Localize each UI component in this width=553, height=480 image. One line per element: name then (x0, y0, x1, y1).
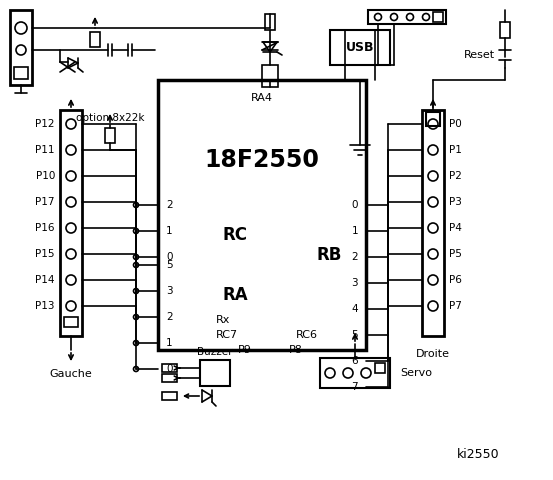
Bar (162, 392, 177, 400)
Text: P7: P7 (449, 301, 462, 311)
Bar (158, 80, 366, 350)
Bar (320, 358, 390, 388)
Bar (10, 10, 32, 85)
Text: P1: P1 (449, 145, 462, 155)
Bar (500, 22, 510, 38)
Text: 5: 5 (166, 260, 173, 270)
Text: 0: 0 (166, 364, 173, 374)
Bar (375, 363, 385, 373)
Text: P2: P2 (449, 171, 462, 181)
Bar (200, 360, 230, 386)
Bar (90, 32, 100, 47)
Text: 0: 0 (352, 200, 358, 210)
Text: P17: P17 (35, 197, 55, 207)
Text: 2: 2 (166, 312, 173, 322)
Text: 18F2550: 18F2550 (205, 148, 320, 172)
Text: 0: 0 (166, 252, 173, 262)
Text: 5: 5 (351, 330, 358, 340)
Text: Reset: Reset (464, 50, 495, 60)
Text: P14: P14 (35, 275, 55, 285)
Text: P6: P6 (449, 275, 462, 285)
Text: Droite: Droite (416, 349, 450, 359)
Text: option 8x22k: option 8x22k (76, 113, 144, 123)
Bar (105, 128, 115, 143)
Bar (14, 67, 28, 79)
Text: 6: 6 (351, 356, 358, 366)
Text: 1: 1 (166, 338, 173, 348)
Bar (368, 10, 446, 24)
Bar (433, 12, 443, 22)
Text: P15: P15 (35, 249, 55, 259)
Text: RC: RC (223, 226, 248, 244)
Text: 2: 2 (166, 200, 173, 210)
Text: P4: P4 (449, 223, 462, 233)
Bar (265, 14, 275, 30)
Text: P5: P5 (449, 249, 462, 259)
Text: Servo: Servo (400, 368, 432, 378)
Bar (162, 364, 177, 372)
Text: P16: P16 (35, 223, 55, 233)
Bar (330, 30, 390, 65)
Text: 3: 3 (351, 278, 358, 288)
Text: ki2550: ki2550 (457, 448, 500, 461)
Bar (60, 110, 82, 336)
Bar (262, 65, 278, 87)
Text: RA: RA (223, 286, 249, 304)
Text: P0: P0 (449, 119, 462, 129)
Bar (422, 110, 444, 336)
Text: P11: P11 (35, 145, 55, 155)
Text: P12: P12 (35, 119, 55, 129)
Text: USB: USB (346, 41, 374, 54)
Text: P8: P8 (289, 345, 303, 355)
Text: RB: RB (316, 246, 341, 264)
Bar (426, 112, 440, 126)
Text: Buzzer: Buzzer (197, 347, 233, 357)
Text: Gauche: Gauche (50, 369, 92, 379)
Text: RC7: RC7 (216, 330, 238, 340)
Bar (64, 317, 78, 327)
Text: 1: 1 (351, 226, 358, 236)
Text: RC6: RC6 (296, 330, 318, 340)
Text: 7: 7 (351, 382, 358, 392)
Text: P10: P10 (35, 171, 55, 181)
Text: Rx: Rx (216, 315, 231, 325)
Text: P13: P13 (35, 301, 55, 311)
Text: P3: P3 (449, 197, 462, 207)
Text: RA4: RA4 (251, 93, 273, 103)
Text: 2: 2 (351, 252, 358, 262)
Bar (162, 374, 177, 382)
Text: 1: 1 (166, 226, 173, 236)
Text: 3: 3 (166, 286, 173, 296)
Text: P9: P9 (238, 345, 252, 355)
Text: 4: 4 (351, 304, 358, 314)
